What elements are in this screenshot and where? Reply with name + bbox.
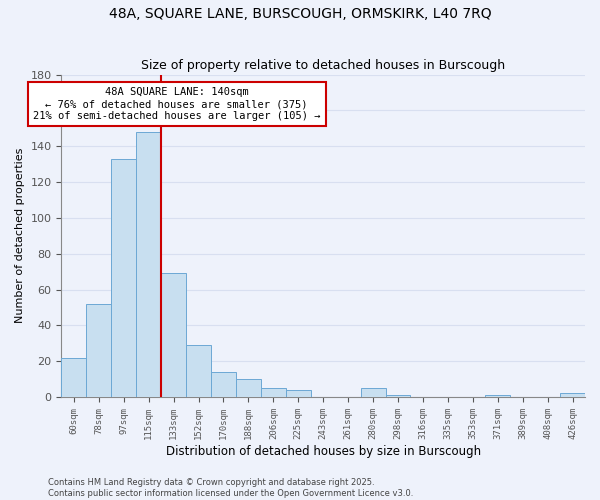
Bar xyxy=(86,304,111,397)
Bar xyxy=(560,394,585,397)
X-axis label: Distribution of detached houses by size in Burscough: Distribution of detached houses by size … xyxy=(166,444,481,458)
Bar xyxy=(361,388,386,397)
Bar xyxy=(186,345,211,397)
Text: 48A SQUARE LANE: 140sqm
← 76% of detached houses are smaller (375)
21% of semi-d: 48A SQUARE LANE: 140sqm ← 76% of detache… xyxy=(33,88,320,120)
Text: 48A, SQUARE LANE, BURSCOUGH, ORMSKIRK, L40 7RQ: 48A, SQUARE LANE, BURSCOUGH, ORMSKIRK, L… xyxy=(109,8,491,22)
Bar xyxy=(161,274,186,397)
Bar xyxy=(261,388,286,397)
Bar xyxy=(61,358,86,397)
Bar xyxy=(211,372,236,397)
Y-axis label: Number of detached properties: Number of detached properties xyxy=(15,148,25,324)
Bar xyxy=(236,379,261,397)
Bar xyxy=(386,395,410,397)
Text: Contains HM Land Registry data © Crown copyright and database right 2025.
Contai: Contains HM Land Registry data © Crown c… xyxy=(48,478,413,498)
Bar xyxy=(111,158,136,397)
Bar xyxy=(136,132,161,397)
Title: Size of property relative to detached houses in Burscough: Size of property relative to detached ho… xyxy=(141,59,505,72)
Bar xyxy=(485,395,510,397)
Bar xyxy=(286,390,311,397)
